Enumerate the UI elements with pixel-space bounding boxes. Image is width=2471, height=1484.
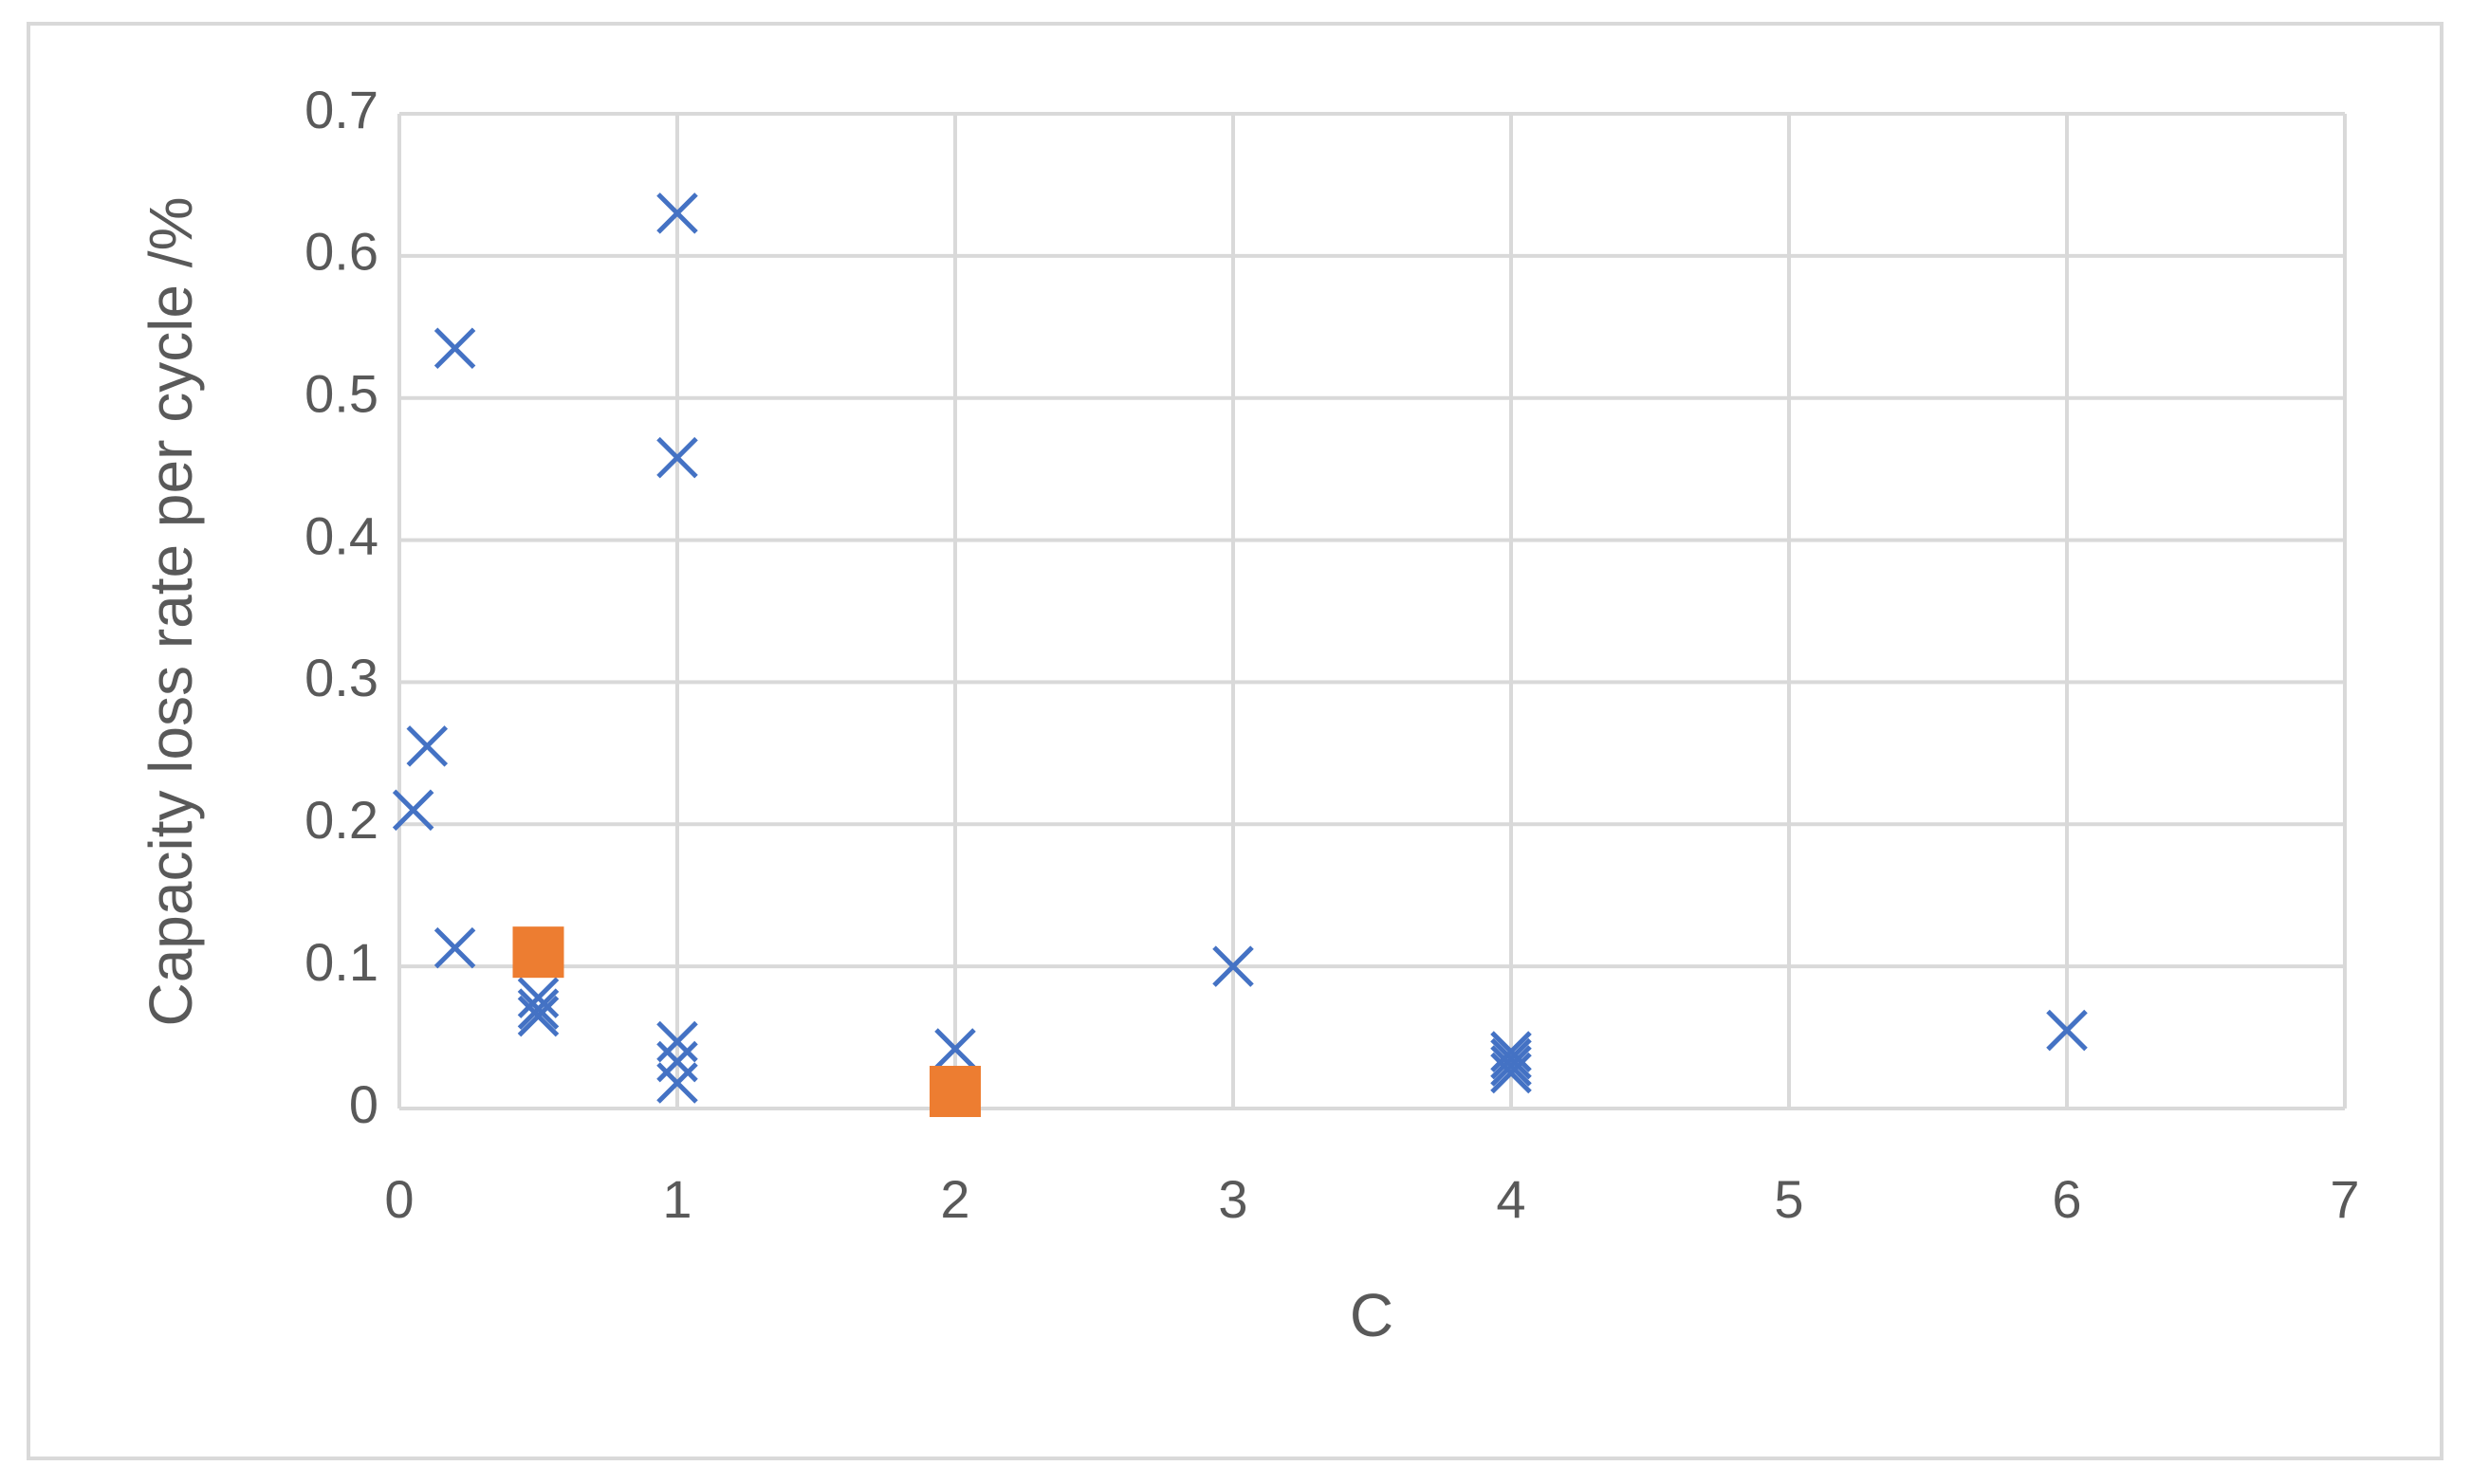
point — [517, 995, 560, 1037]
point — [512, 926, 564, 979]
y-tick-label: 0.6 — [304, 222, 378, 282]
point — [433, 327, 476, 370]
y-tick-label: 0.7 — [304, 80, 378, 139]
x-tick-label: 2 — [940, 1169, 969, 1229]
point — [1490, 1037, 1532, 1080]
point — [934, 1028, 976, 1070]
point — [656, 436, 698, 479]
y-axis-title: Capacity loss rate per cycle /% — [137, 197, 205, 1027]
point — [656, 1062, 698, 1104]
point — [1490, 1052, 1532, 1094]
y-tick-label: 0.3 — [304, 648, 378, 707]
x-tick-label: 7 — [2330, 1169, 2359, 1229]
x-tick-label: 0 — [384, 1169, 414, 1229]
x-tick-label: 5 — [1774, 1169, 1803, 1229]
x-tick-label: 6 — [2052, 1169, 2081, 1229]
point — [1490, 1045, 1532, 1087]
point — [517, 988, 560, 1030]
y-tick-label: 0.2 — [304, 790, 378, 850]
point — [656, 1040, 698, 1083]
point — [656, 192, 698, 234]
x-tick-label: 1 — [662, 1169, 692, 1229]
x-tick-label: 4 — [1496, 1169, 1525, 1229]
point — [1212, 945, 1254, 987]
point — [930, 1066, 981, 1118]
point — [406, 725, 449, 767]
x-axis-title: C — [1350, 1281, 1393, 1349]
point — [392, 789, 434, 832]
point — [1490, 1031, 1532, 1072]
y-tick-label: 0 — [349, 1074, 378, 1134]
point — [2046, 1009, 2088, 1052]
y-tick-label: 0.1 — [304, 932, 378, 992]
y-tick-label: 0.5 — [304, 364, 378, 424]
point — [433, 926, 476, 969]
point — [517, 977, 560, 1018]
y-tick-label: 0.4 — [304, 505, 378, 565]
point — [656, 1020, 698, 1063]
x-tick-label: 3 — [1218, 1169, 1247, 1229]
